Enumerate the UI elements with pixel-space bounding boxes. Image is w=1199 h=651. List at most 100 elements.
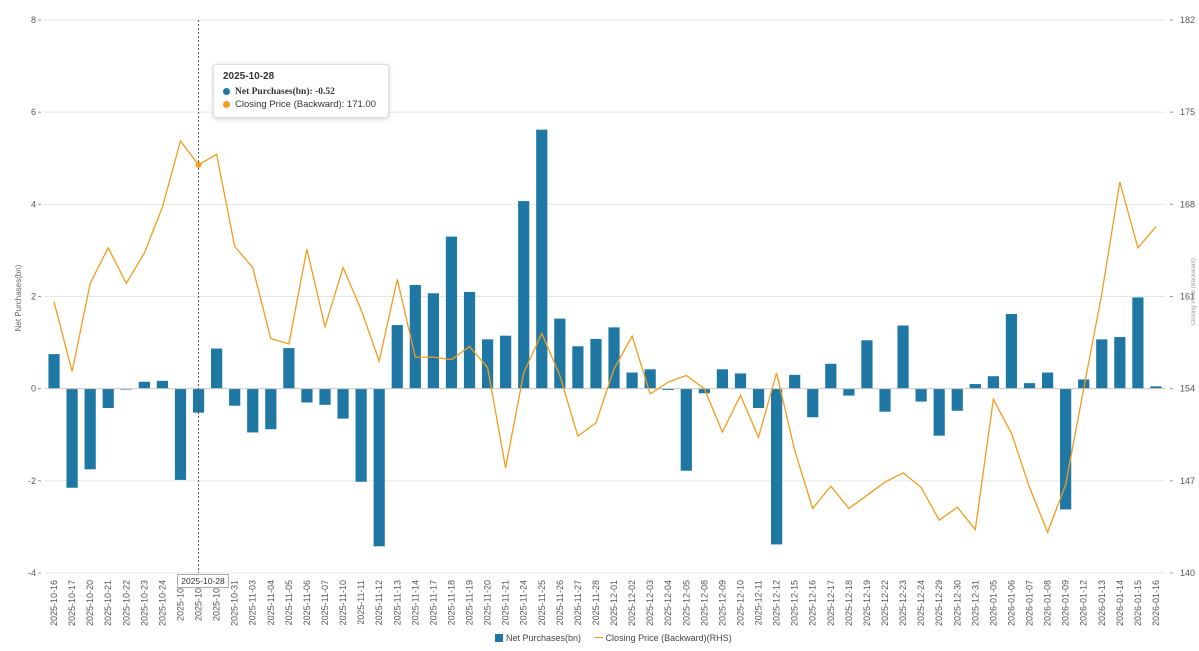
x-tick-label: 2025-10-20: [85, 580, 95, 626]
legend: Net Purchases(bn) Closing Price (Backwar…: [495, 633, 732, 643]
x-tick-label: 2025-11-03: [248, 580, 258, 625]
bar: [1150, 386, 1162, 389]
x-tick-label: 2025-12-08: [699, 580, 709, 626]
bar: [229, 388, 241, 406]
left-axis-title: Net Purchases(bn): [14, 264, 23, 331]
x-tick-label: 2025-10-3: [212, 580, 222, 621]
bar: [1005, 314, 1018, 389]
left-tick-label: -4: [28, 568, 36, 578]
x-tick-label: 2025-12-24: [916, 580, 926, 626]
x-tick-label: 2025-12-23: [898, 580, 908, 626]
legend-line-label[interactable]: Closing Price (Backward)(RHS): [605, 633, 732, 643]
x-tick-label: 2025-11-20: [483, 580, 493, 625]
bar: [843, 388, 855, 396]
bar: [211, 348, 223, 389]
x-tick-label: 2025-12-03: [645, 580, 655, 626]
crosshair-x-label: 2025-10-28: [177, 574, 229, 588]
legend-bar-swatch[interactable]: [495, 634, 503, 642]
bar: [247, 388, 259, 433]
x-tick-label: 2025-11-25: [537, 580, 547, 625]
x-tick-label: 2026-01-09: [1061, 580, 1071, 626]
legend-line-swatch[interactable]: [593, 637, 603, 638]
right-tick-label: 147: [1180, 476, 1195, 486]
x-tick-label: 2025-10-16: [49, 580, 59, 626]
x-tick-label: 2025-11-26: [555, 580, 565, 625]
legend-bar-label[interactable]: Net Purchases(bn): [506, 633, 582, 643]
x-tick-label: 2025-10-2: [175, 580, 185, 621]
closing-price-line: [53, 139, 1157, 534]
right-tick-label: 175: [1180, 107, 1195, 117]
bar: [481, 339, 494, 389]
x-tick-label: 2025-12-31: [970, 580, 980, 626]
right-tick-label: 182: [1180, 15, 1195, 25]
x-tick-label: 2025-11-21: [501, 580, 511, 625]
bar: [933, 388, 945, 436]
bar: [48, 354, 60, 389]
left-tick-label: 2: [31, 292, 36, 302]
left-axis-ticks: -4 -2 0 2 4 6 8: [28, 15, 41, 578]
bar: [427, 293, 439, 389]
x-tick-label: 2025-11-24: [519, 580, 529, 625]
x-tick-label: 2026-01-08: [1043, 580, 1053, 626]
bar: [355, 388, 367, 482]
x-tick-label: 2025-12-02: [627, 580, 637, 626]
bar: [536, 129, 548, 389]
x-tick-label: 2025-12-19: [862, 580, 872, 626]
bar: [319, 388, 331, 405]
bar: [825, 363, 837, 389]
x-tick-label: 2026-01-13: [1097, 580, 1107, 626]
x-tick-label: 2025-10-2: [194, 580, 204, 621]
x-tick-label: 2026-01-14: [1115, 580, 1125, 626]
left-tick-label: 0: [31, 384, 36, 394]
x-tick-label: 2026-01-15: [1133, 580, 1143, 626]
bar: [554, 318, 566, 389]
right-tick-label: 140: [1180, 568, 1195, 578]
bar: [174, 388, 187, 480]
x-tick-label: 2025-12-16: [808, 580, 818, 626]
x-tick-label: 2026-01-07: [1025, 580, 1035, 626]
bar: [608, 327, 620, 389]
bar: [1041, 372, 1054, 389]
x-tick-label: 2025-12-05: [681, 580, 691, 626]
tooltip-net-purchases: Net Purchases(bn): -0.52: [223, 87, 335, 97]
tooltip-date: 2025-10-28: [223, 71, 275, 82]
bar: [734, 373, 747, 389]
bar: [373, 388, 385, 547]
x-tick-label: 2025-11-17: [428, 580, 438, 625]
bar: [752, 388, 765, 409]
bar: [698, 388, 710, 394]
bar: [969, 384, 981, 389]
x-tick-label: 2025-12-22: [880, 580, 890, 626]
bar: [789, 374, 801, 389]
bar: [102, 388, 114, 409]
x-tick-label: 2025-11-11: [356, 580, 366, 625]
bar: [879, 388, 891, 412]
x-tick-label: 2025-12-01: [609, 580, 619, 626]
bar: [1096, 339, 1108, 389]
x-tick-label: 2025-12-29: [934, 580, 944, 626]
bar: [626, 372, 638, 389]
bar: [84, 388, 96, 470]
x-tick-label: 2025-11-27: [573, 580, 583, 625]
x-tick-label: 2025-10-31: [230, 580, 240, 626]
left-tick-label: -2: [28, 476, 36, 486]
x-tick-label: 2025-11-10: [338, 580, 348, 625]
bar: [1078, 379, 1090, 389]
bar: [644, 369, 656, 389]
x-tick-label: 2025-12-11: [754, 580, 764, 625]
bar: [987, 376, 999, 389]
tooltip-net-purchases-text: Net Purchases(bn): -0.52: [235, 87, 335, 97]
right-tick-label: 168: [1180, 199, 1195, 209]
right-axis-title: Closing Price (Backward): [1191, 258, 1197, 326]
x-tick-label: 2025-11-12: [374, 580, 384, 625]
bar: [680, 388, 692, 471]
x-tick-label: 2025-12-09: [717, 580, 727, 626]
x-tick-label: 2026-01-06: [1006, 580, 1016, 626]
left-tick-label: 4: [31, 199, 36, 209]
net-purchases-bars: [48, 129, 1162, 547]
bar: [861, 340, 873, 389]
bar: [1114, 337, 1126, 389]
bar: [337, 388, 349, 419]
x-tick-label: 2025-11-28: [591, 580, 601, 625]
